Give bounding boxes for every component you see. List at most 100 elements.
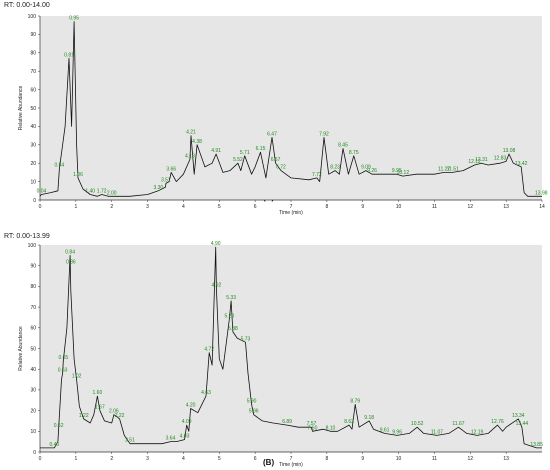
chart-a-peak-label: 12.31 [475,157,488,163]
chart-b-peak-label: 0.84 [65,249,75,255]
chart-b-x-tick-label: 5 [218,456,221,462]
chart-b-y-axis-title: Relative Abundance [18,326,24,371]
chart-b-peak-label: 5.28 [224,314,234,320]
chart-b-y-tick-label: 50 [30,346,36,352]
chart-b-x-tick-label: 1 [74,456,77,462]
chart-b-peak-label: 1.60 [93,390,103,396]
chart-a-x-tick-label: 7 [290,204,293,210]
chart-a-peak-label: 4.18 [185,154,195,160]
chart-a-peak-label: 0.54 [54,163,64,169]
chart-b-peak-label: 11.67 [452,421,464,427]
chart-a-peak-label: 11.27 [438,166,450,172]
chart-a-x-tick-label: 13 [503,204,509,210]
chart-b-panel-label: (B) [263,458,275,467]
chart-b-x-tick-label: 6 [254,456,257,462]
chart-b-peak-label: 4.20 [186,403,196,409]
chart-a-rt-range: RT: 0.00-14.00 [4,2,50,9]
chart-b-peak-label: 0.40 [49,442,59,448]
chart-a-peak-label: 12.12 [468,159,481,165]
chart-b-peak-label: 4.72 [204,347,214,353]
chart-b-x-tick-label: 12 [468,456,474,462]
chart-b-peak-label: 4.03 [180,434,190,440]
chart-a-peak-label: 7.72 [312,172,322,178]
chart-b-peak-label: 5.33 [226,295,236,301]
chart-b-peak-label: 7.60 [308,425,318,431]
chart-b-peak-label: 8.79 [350,398,360,404]
chart-a-peak-label: 1.06 [73,172,83,178]
chart-a-y-tick-label: 20 [30,161,36,167]
chart-a-peak-label: 13.42 [515,161,528,167]
chart-a-x-tick-label: 9 [361,204,364,210]
chart-b-y-tick-label: 60 [30,326,36,332]
chart-a-x-tick-label: 12 [468,204,474,210]
chart-b-x-tick-label: 3 [146,456,149,462]
chart-a-peak-label: 13.08 [503,148,516,154]
chart-b-peak-label: 4.09 [182,419,192,425]
chart-b-y-tick-label: 0 [33,450,36,456]
chart-b-peak-label: 9.96 [392,429,402,435]
chart-a-y-tick-label: 0 [33,198,36,204]
chart-b-y-tick-label: 10 [30,429,36,435]
chart-b-x-tick-label: 0 [39,456,42,462]
chart-a-peak-label: 2.00 [107,190,117,196]
chart-b-y-tick-label: 20 [30,408,36,414]
chart-a-x-tick-label: 10 [396,204,402,210]
chart-b-peak-label: 8.62 [344,419,354,425]
chart-b-x-tick-label: 2 [110,456,113,462]
chart-b-peak-label: 9.18 [364,415,374,421]
chart-b-x-axis-title: Time (min) [279,462,303,468]
chart-a-peak-label: 11.51 [447,166,459,172]
chart-b-peak-label: 6.89 [282,419,292,425]
chart-a-peak-label: 6.72 [276,165,286,171]
chart-a-y-tick-label: 70 [30,69,36,75]
chart-b-peak-label: 10.52 [411,421,424,427]
chart-b-peak-label: 8.10 [326,425,336,431]
chart-a-x-tick-label: 0 [39,204,42,210]
chart-a-peak-label: 3.66 [166,166,176,172]
chart-a-peak-label: 6.47 [267,131,277,137]
chart-a-peak-label: 10.12 [397,170,410,176]
chart-b-x-tick-label: 11 [432,456,437,462]
chart-b-y-tick-label: 30 [30,388,36,394]
chart-a-x-axis-title: Time (min) [279,210,303,216]
chart-a-peak-label: 12.83 [494,155,507,161]
chart-a-peak-label: 9.09 [361,165,371,171]
chart-a-y-tick-label: 30 [30,143,36,149]
chart-b-peak-label: 12.19 [471,429,484,435]
chart-b-plot-area [40,245,542,452]
chart-a-peak-label: 4.91 [211,148,221,154]
chart-b-peak-label: 0.86 [66,260,76,266]
chart-b-peak-label: 13.85 [530,442,543,448]
chart-a-peak-label: 0.81 [64,52,74,58]
chart-b-y-tick-label: 90 [30,264,36,270]
chart-a-x-tick-label: 1 [74,204,77,210]
chart-a-peak-label: 6.57 [271,157,281,163]
chart-b-peak-label: 1.22 [79,413,89,419]
chart-a-x-tick-label: 14 [539,204,545,210]
chart-a-peak-label: 1.40 [85,188,95,194]
chart-b-peak-label: 5.96 [249,409,259,415]
chart-b-peak-label: 4.92 [212,282,222,288]
chart-b-peak-label: 2.06 [109,409,119,415]
chart-a-y-tick-label: 40 [30,124,36,130]
chart-b-peak-label: 4.63 [201,390,211,396]
chart-a-x-tick-label: 11 [432,204,437,210]
chart-b-peak-label: 5.38 [228,326,238,332]
chart-a-x-tick-label: 5 [218,204,221,210]
chart-a-y-tick-label: 10 [30,179,36,185]
chart-a-plot-area [40,16,542,200]
chart-a-x-tick-label: 3 [146,204,149,210]
chart-a-peak-label: 0.95 [69,16,79,22]
chart-b-y-tick-label: 80 [30,284,36,290]
chart-a-peak-label: 9.95 [392,168,402,174]
chart-b-y-tick-label: 40 [30,367,36,373]
chart-b-peak-label: 7.57 [307,421,317,427]
chart-a-peak-label: 9.26 [367,168,377,174]
chart-a-y-tick-label: 80 [30,51,36,57]
chart-b-rt-range: RT: 0.00-13.99 [4,233,50,240]
chart-b-peak-label: 3.64 [166,436,176,442]
chart-b-peak-label: 0.52 [54,423,64,429]
chart-a-peak-label: 3.30 [153,185,163,191]
chart-b-x-tick-label: 8 [325,456,328,462]
chart-a-peak-label: 8.23 [330,165,340,171]
